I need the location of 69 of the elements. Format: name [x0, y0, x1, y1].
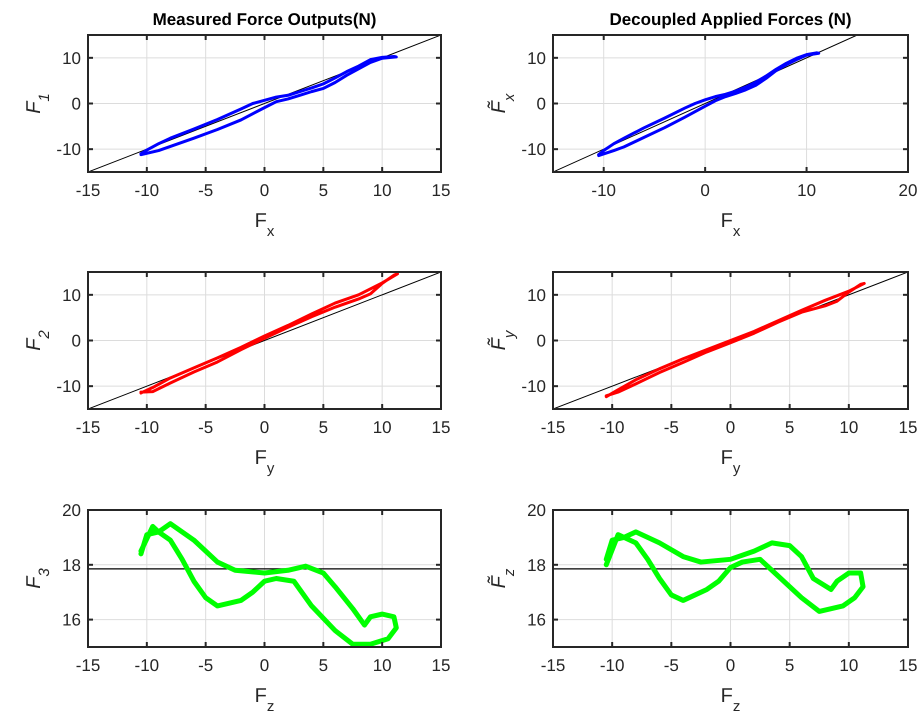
- x-tick-label: 5: [318, 418, 328, 437]
- x-tick-label: -15: [540, 656, 566, 675]
- y-tick-label: -10: [56, 140, 81, 160]
- y-tick-label: -10: [56, 377, 81, 396]
- x-tick-label: -10: [591, 181, 616, 200]
- y-tick-label: 0: [536, 331, 546, 350]
- x-tick-label: 0: [260, 418, 270, 437]
- x-tick-label: -10: [134, 181, 160, 200]
- chart-title: Decoupled Applied Forces (N): [609, 10, 852, 29]
- y-tick-label: 20: [527, 500, 546, 520]
- y-tick-label: 0: [536, 94, 546, 114]
- x-tick-label: -15: [76, 181, 100, 200]
- x-tick-label: 0: [260, 181, 270, 200]
- line-series: [604, 282, 866, 398]
- y-tick-label: 16: [527, 610, 546, 630]
- line-series: [139, 272, 399, 395]
- x-tick-label: 10: [372, 181, 392, 200]
- x-tick-label: 15: [898, 656, 918, 675]
- x-tick-label: 10: [797, 181, 816, 200]
- x-tick-label: 15: [432, 181, 450, 200]
- x-tick-label: 0: [726, 418, 736, 437]
- x-axis-title: F$_{x}$: [254, 210, 275, 240]
- x-tick-label: 10: [839, 418, 858, 437]
- y-tick-label: 18: [527, 556, 546, 575]
- x-axis-title: F$_{y}$: [720, 447, 741, 476]
- y-tick-label: 10: [62, 48, 81, 68]
- y-tick-label: 10: [527, 286, 546, 305]
- x-tick-label: -10: [600, 418, 624, 437]
- x-axis-title: F$_{x}$: [720, 210, 741, 240]
- chart-title: Measured Force Outputs(N): [152, 10, 376, 29]
- x-tick-label: -10: [600, 656, 624, 675]
- x-tick-label: -15: [76, 418, 100, 437]
- x-tick-label: 5: [318, 656, 328, 675]
- y-tick-label: -10: [521, 140, 546, 160]
- x-tick-label: 10: [372, 418, 392, 437]
- y-tick-label: 0: [72, 94, 81, 114]
- x-tick-label: -5: [198, 418, 214, 437]
- x-tick-label: 0: [726, 656, 736, 675]
- x-tick-label: -5: [664, 418, 679, 437]
- x-tick-label: 15: [898, 418, 918, 437]
- y-tick-label: 20: [62, 500, 81, 520]
- x-axis-title: F$_{y}$: [254, 447, 275, 476]
- line-series: [139, 54, 398, 156]
- x-tick-label: 5: [784, 418, 794, 437]
- x-tick-label: 0: [260, 656, 270, 675]
- x-tick-label: 5: [784, 656, 794, 675]
- x-tick-label: -10: [134, 656, 160, 675]
- y-tick-label: 16: [62, 610, 81, 630]
- x-tick-label: 15: [432, 418, 450, 437]
- x-tick-label: 5: [318, 181, 328, 200]
- x-axis-title: F$_{z}$: [720, 685, 740, 714]
- y-tick-label: 18: [62, 556, 81, 575]
- x-tick-label: -10: [134, 418, 160, 437]
- x-tick-label: 10: [372, 656, 392, 675]
- x-axis-title: F$_{z}$: [254, 685, 274, 714]
- x-tick-label: 0: [700, 181, 710, 200]
- x-tick-label: -5: [664, 656, 679, 675]
- x-tick-label: 15: [432, 656, 450, 675]
- x-tick-label: 20: [898, 181, 918, 200]
- y-tick-label: 0: [72, 331, 81, 350]
- x-tick-label: -5: [198, 656, 214, 675]
- y-tick-label: -10: [521, 377, 546, 396]
- x-tick-label: 10: [839, 656, 858, 675]
- y-tick-label: 10: [62, 286, 81, 305]
- line-series: [597, 51, 820, 158]
- y-tick-label: 10: [527, 48, 546, 68]
- x-tick-label: -5: [198, 181, 214, 200]
- x-tick-label: -15: [540, 418, 566, 437]
- x-tick-label: -15: [76, 656, 100, 675]
